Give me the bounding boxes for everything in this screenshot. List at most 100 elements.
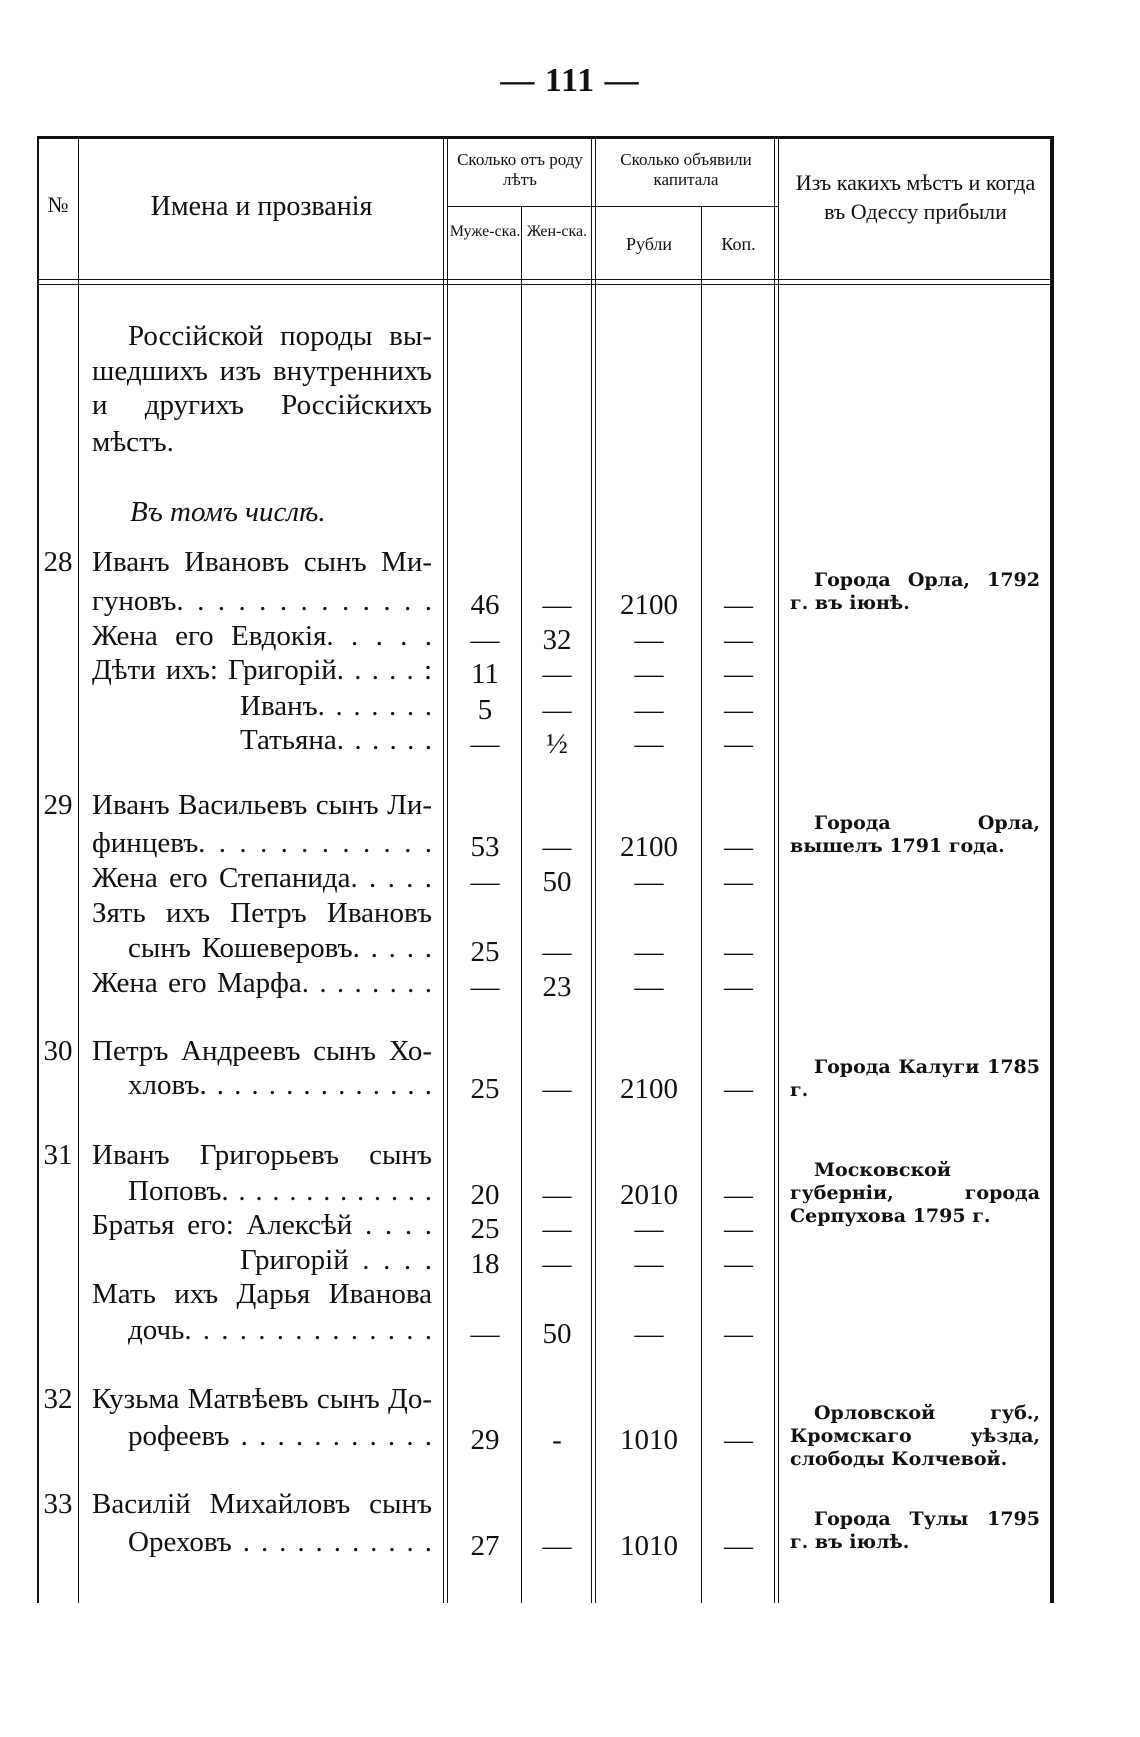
cell-kop: — — [724, 866, 753, 899]
entry-number: 30 — [43, 1034, 73, 1067]
cell-female: — — [542, 1213, 572, 1246]
header-origin: Изъ какихъ мѣстъ и когда въ Одессу прибы… — [795, 170, 1036, 224]
header-number: № — [47, 192, 69, 217]
entry-name: рофеевъ . . . . . . . . . . . — [128, 1419, 432, 1452]
cell-female: — — [542, 936, 572, 969]
cell-female: — — [542, 658, 572, 691]
col-divider — [595, 136, 596, 1603]
entry-name: хловъ. . . . . . . . . . . . . . — [128, 1069, 432, 1102]
header-bottom-border — [37, 279, 1052, 280]
entry-number: 31 — [43, 1139, 73, 1172]
col-divider — [778, 136, 779, 1603]
cell-rub: — — [634, 1247, 664, 1280]
intro-line: мѣстъ. — [92, 425, 174, 458]
entry-name: Кузьма Матвѣевъ сынъ До- — [92, 1383, 432, 1416]
cell-kop: — — [724, 1178, 753, 1211]
cell-rub: — — [634, 728, 664, 761]
entry-name: дочь. . . . . . . . . . . . . . — [128, 1314, 432, 1347]
cell-male: — — [470, 1318, 500, 1351]
cell-rub: 2010 — [620, 1178, 678, 1211]
entry-name: Мать ихъ Дарья Иванова — [92, 1278, 432, 1311]
cell-kop: — — [724, 1073, 753, 1106]
table-right-border — [1050, 136, 1054, 1603]
origin-place: Города Орла, 1792 г. въ іюнѣ. — [790, 568, 1040, 614]
subheader-divider — [447, 206, 778, 207]
entry-name: Жена его Марфа. . . . . . . . — [92, 966, 432, 999]
entry-name: Петръ Андреевъ сынъ Хо- — [92, 1034, 432, 1067]
cell-male: 18 — [470, 1247, 500, 1280]
cell-rub: — — [634, 970, 664, 1003]
entry-name: Ореховъ . . . . . . . . . . . — [128, 1525, 432, 1558]
col-divider — [447, 136, 448, 1603]
cell-male: 25 — [470, 1073, 500, 1106]
cell-male: — — [470, 970, 500, 1003]
entry-name: Иванъ. . . . . . . — [240, 689, 432, 722]
intro-line: и другихъ Россійскихъ — [92, 389, 432, 422]
cell-kop: — — [724, 970, 753, 1003]
cell-male: 11 — [471, 658, 499, 691]
table-left-border — [37, 136, 39, 1603]
origin-place: Города Калуги 1785 г. — [790, 1056, 1040, 1102]
entry-name: Поповъ. . . . . . . . . . . . . — [128, 1174, 432, 1207]
intro-line: Россійской породы вы- — [128, 320, 432, 353]
cell-male: 25 — [470, 1213, 500, 1246]
cell-rub: — — [634, 658, 664, 691]
origin-place: Города Орла, вышелъ 1791 года. — [790, 811, 1040, 857]
entry-number: 28 — [43, 546, 73, 579]
cell-rub: 2100 — [620, 589, 678, 622]
cell-female: — — [542, 1529, 572, 1562]
cell-male: 27 — [470, 1529, 500, 1562]
cell-male: 5 — [477, 693, 493, 726]
cell-rub: 2100 — [620, 830, 678, 863]
cell-female: — — [542, 693, 572, 726]
entry-name: Иванъ Григорьевъ сынъ — [92, 1139, 432, 1172]
cell-male: 46 — [470, 589, 500, 622]
cell-rub: — — [634, 1318, 664, 1351]
col-divider — [443, 136, 444, 1603]
cell-female: 32 — [542, 623, 572, 656]
col-divider — [78, 136, 79, 1603]
cell-female: - — [552, 1423, 562, 1456]
cell-kop: — — [724, 936, 753, 969]
col-divider — [591, 136, 592, 1603]
entry-number: 32 — [43, 1383, 73, 1416]
cell-male: — — [470, 866, 500, 899]
page-number: — 111 — — [500, 62, 640, 99]
cell-kop: — — [724, 830, 753, 863]
header-rubles: Рубли — [625, 234, 673, 254]
cell-kop: — — [724, 1529, 753, 1562]
cell-rub: — — [634, 866, 664, 899]
cell-kop: — — [724, 1247, 753, 1280]
cell-male: 25 — [470, 936, 500, 969]
entry-number: 33 — [43, 1487, 73, 1520]
cell-female: — — [542, 1073, 572, 1106]
cell-female: — — [542, 1247, 572, 1280]
header-age: Сколько отъ роду лѣтъ — [457, 150, 583, 190]
entry-name: Братья его: Алексѣй . . . . — [92, 1209, 432, 1242]
cell-female: 50 — [542, 1318, 572, 1351]
cell-kop: — — [724, 1213, 753, 1246]
subheading: Въ томъ числѣ. — [130, 495, 326, 528]
cell-female: — — [542, 1178, 572, 1211]
entry-name: финцевъ. . . . . . . . . . . . — [92, 826, 432, 859]
entry-name: Григорій . . . . — [240, 1243, 432, 1276]
col-divider — [521, 206, 522, 1603]
header-capital: Сколько объявили капитала — [620, 150, 752, 190]
col-divider — [701, 206, 702, 1603]
origin-place: Города Тулы 1795 г. въ іюлѣ. — [790, 1508, 1040, 1554]
entry-name: Иванъ Васильевъ сынъ Ли- — [92, 788, 432, 821]
header-age-female: Жен-ска. — [526, 223, 588, 240]
entry-number: 29 — [43, 788, 73, 821]
cell-female: 50 — [542, 866, 572, 899]
cell-female: 23 — [542, 970, 572, 1003]
header-bottom-border — [37, 284, 1052, 285]
entry-name: Жена его Степанида. . . . . — [92, 862, 432, 895]
entry-name: Дѣти ихъ: Григорій. . . . . : — [92, 654, 432, 687]
origin-place: Московской губерніи, города Серпухова 17… — [790, 1158, 1040, 1227]
table-top-border — [37, 136, 1053, 139]
col-divider — [774, 136, 775, 1603]
cell-kop: — — [724, 1318, 753, 1351]
cell-kop: — — [724, 589, 753, 622]
cell-kop: — — [724, 1423, 753, 1456]
cell-female: ½ — [546, 728, 568, 761]
